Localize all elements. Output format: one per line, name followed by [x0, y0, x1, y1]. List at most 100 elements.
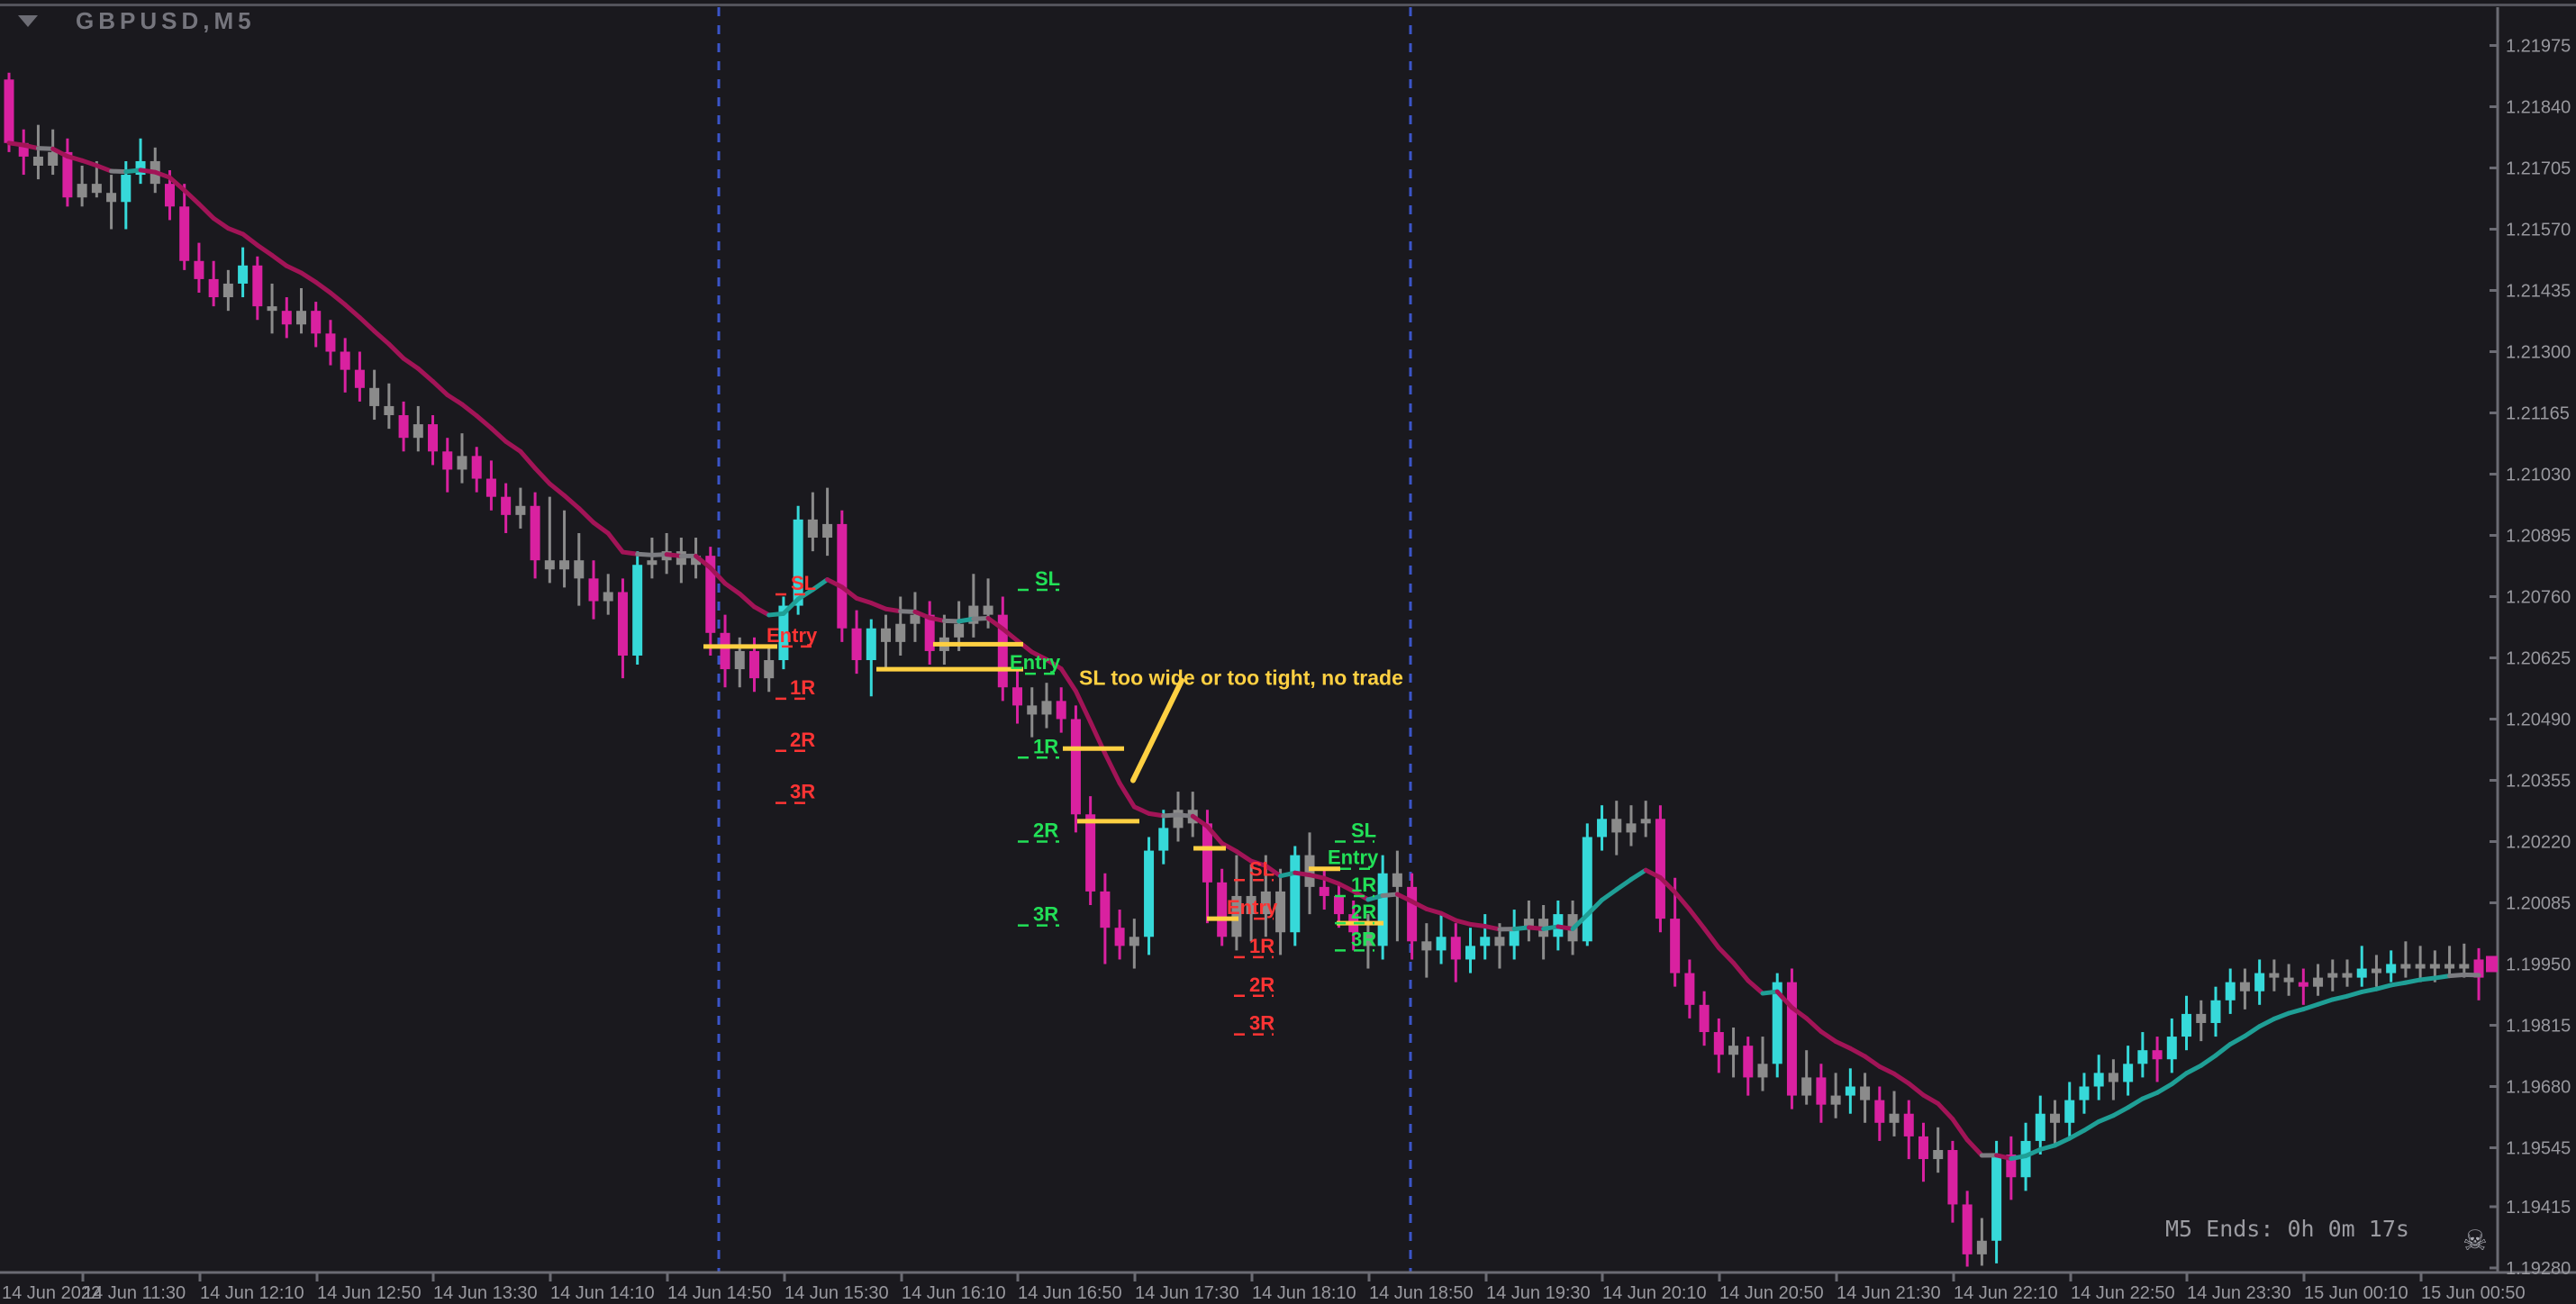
price-axis-label: 1.19815: [2506, 1016, 2571, 1036]
current-price-marker: [2486, 955, 2498, 973]
ma-segment: [1321, 875, 1341, 886]
candle-body: [1976, 1240, 1987, 1254]
ma-segment: [401, 356, 421, 371]
ma-segment: [1804, 1016, 1824, 1035]
price-axis-label: 1.19950: [2506, 955, 2571, 974]
rr-label: 1R: [1249, 935, 1274, 957]
candle-body: [457, 456, 467, 470]
ma-segment: [766, 611, 786, 618]
candle-body: [1304, 855, 1315, 887]
pointer-trendline[interactable]: [1130, 677, 1184, 783]
ma-segment: [1175, 812, 1195, 819]
candle-body: [2210, 1000, 2221, 1023]
ma-segment: [2140, 1090, 2160, 1101]
ma-segment: [2389, 980, 2408, 988]
symbol-dropdown-icon[interactable]: [18, 15, 38, 27]
candle-body: [734, 650, 745, 670]
candle-body: [2225, 982, 2236, 1001]
candle-body: [2254, 973, 2265, 992]
window-top-border: [0, 4, 2576, 6]
candle-body: [4, 79, 14, 143]
candle-body: [1523, 919, 1534, 928]
candle-body: [515, 505, 526, 515]
candle-body: [1173, 810, 1184, 829]
price-axis-label: 1.20220: [2506, 832, 2571, 852]
ma-segment: [1410, 899, 1429, 911]
candle-body: [1699, 1004, 1710, 1033]
time-axis-label: 14 Jun 23:30: [2187, 1283, 2291, 1303]
chart-symbol-title: GBPUSD,M5: [76, 7, 256, 34]
candle-body: [1947, 1150, 1958, 1205]
trade-annotations: [703, 588, 1383, 1036]
time-axis-label: 14 Jun 13:30: [433, 1283, 538, 1303]
candle-body: [1582, 837, 1592, 942]
price-axis-label: 1.20895: [2506, 526, 2571, 546]
candle-body: [1041, 701, 1052, 715]
axes[interactable]: [0, 7, 2576, 1281]
candle-body: [281, 311, 292, 325]
candle-body: [2283, 977, 2294, 983]
candle-body: [2269, 973, 2280, 978]
candle-body: [1670, 919, 1681, 973]
ma-segment: [927, 615, 947, 623]
candles-layer: [4, 72, 2484, 1267]
ma-segment: [2316, 997, 2336, 1007]
ma-segment: [1584, 897, 1605, 918]
time-axis-label: 14 Jun 18:10: [1252, 1283, 1356, 1303]
candle-body: [2137, 1050, 2148, 1064]
price-axis-label: 1.21570: [2506, 220, 2571, 240]
ma-segment: [1556, 924, 1575, 931]
ma-segment: [2403, 977, 2423, 985]
ma-segment: [694, 553, 713, 571]
candle-body: [325, 333, 336, 352]
candle-body: [720, 632, 730, 670]
candle-body: [764, 660, 775, 679]
candle-body: [837, 523, 848, 629]
ma-segment: [152, 169, 172, 180]
candle-body: [954, 623, 965, 638]
candle-body: [968, 605, 979, 624]
candle-body: [62, 151, 73, 198]
ma-segment: [1600, 887, 1619, 902]
ma-segment: [1190, 813, 1210, 829]
ma-segment: [240, 231, 260, 248]
ma-segment: [1307, 873, 1327, 881]
ma-segment: [2447, 972, 2467, 979]
candle-body: [208, 278, 219, 298]
ma-segment: [795, 587, 815, 602]
ma-segment: [299, 270, 319, 285]
ma-segment: [1673, 890, 1692, 912]
price-axis-label: 1.20355: [2506, 771, 2571, 791]
ma-segment: [138, 168, 158, 175]
candle-body: [2429, 964, 2440, 969]
price-axis-label: 1.20085: [2506, 893, 2571, 913]
ma-segment: [547, 481, 567, 498]
period-separators: [717, 7, 1412, 1272]
ma-segment: [1819, 1029, 1838, 1044]
candle-body: [1012, 687, 1023, 706]
ma-segment: [1920, 1092, 1941, 1106]
rr-label: 1R: [1033, 735, 1058, 757]
ma-segment: [167, 175, 187, 193]
candle-body: [340, 351, 350, 370]
ma-segment: [1511, 925, 1531, 932]
candle-body: [2400, 964, 2411, 969]
ma-segment: [474, 413, 494, 431]
ma-segment: [2373, 983, 2394, 992]
time-axis-label: 15 Jun 00:10: [2304, 1283, 2408, 1303]
ma-segment: [488, 426, 509, 444]
candle-body: [1260, 891, 1271, 915]
ma-segment: [854, 595, 874, 606]
candle-body: [222, 283, 233, 298]
rr-label: 3R: [790, 781, 815, 803]
candle-body: [1319, 886, 1329, 896]
candle-body: [164, 184, 175, 207]
candle-body: [179, 206, 190, 261]
candle-body: [1991, 1155, 2002, 1241]
ma-segment: [868, 601, 888, 611]
candle-body: [121, 175, 132, 203]
time-axis-label: 14 Jun 19:30: [1486, 1283, 1591, 1303]
ma-segment: [1950, 1117, 1970, 1143]
ma-segment: [211, 215, 231, 231]
